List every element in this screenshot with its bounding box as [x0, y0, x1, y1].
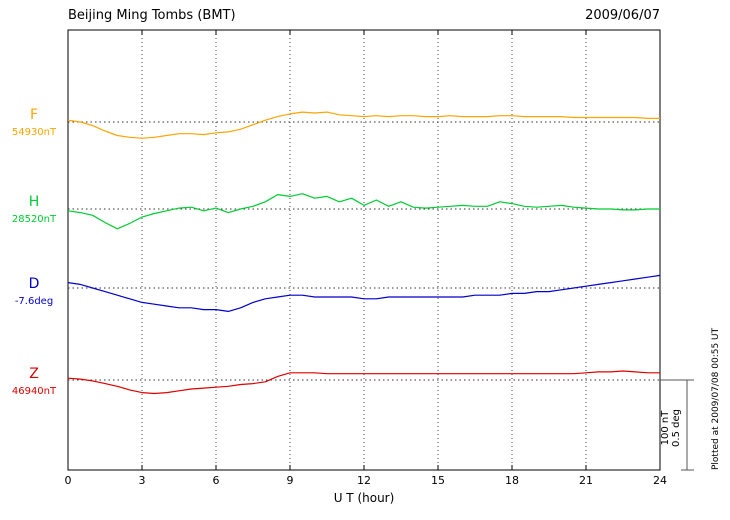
- trace-baseline-value-F: 54930nT: [11, 127, 57, 138]
- plotted-at-note: Plotted at 2009/07/08 00:55 UT: [711, 327, 721, 470]
- trace-baseline-value-H: 28520nT: [11, 214, 57, 225]
- record-date: 2009/06/07: [585, 8, 660, 23]
- x-tick-24: 24: [653, 474, 667, 487]
- trace-baseline-H: 28520nT: [4, 214, 64, 225]
- scale-bar-nT: 100 nT: [660, 410, 671, 446]
- trace-label-Z: Z: [4, 367, 64, 381]
- trace-label-F: F: [4, 108, 64, 122]
- x-axis-label: U T (hour): [333, 491, 395, 505]
- trace-letter-D: D: [28, 276, 40, 292]
- x-tick-9: 9: [286, 474, 294, 487]
- x-tick-3: 3: [138, 474, 146, 487]
- scale-bar-deg: 0.5 deg: [671, 409, 682, 447]
- trace-letter-F: F: [29, 107, 39, 123]
- x-tick-21: 21: [579, 474, 593, 487]
- x-tick-15: 15: [431, 474, 445, 487]
- scale-bar-caption: 100 nT 0.5 deg: [660, 398, 684, 458]
- trace-baseline-F: 54930nT: [4, 127, 64, 138]
- x-tick-12: 12: [357, 474, 371, 487]
- trace-label-D: D: [4, 277, 64, 291]
- trace-baseline-D: -7.6deg: [4, 296, 64, 307]
- trace-baseline-Z: 46940nT: [4, 386, 64, 397]
- x-tick-6: 6: [212, 474, 220, 487]
- trace-baseline-value-D: -7.6deg: [14, 296, 54, 307]
- trace-letter-H: H: [28, 194, 40, 210]
- trace-baseline-value-Z: 46940nT: [11, 386, 57, 397]
- station-title: Beijing Ming Tombs (BMT): [68, 8, 236, 23]
- trace-label-H: H: [4, 195, 64, 209]
- x-tick-0: 0: [64, 474, 72, 487]
- x-tick-18: 18: [505, 474, 519, 487]
- trace-letter-Z: Z: [29, 366, 39, 382]
